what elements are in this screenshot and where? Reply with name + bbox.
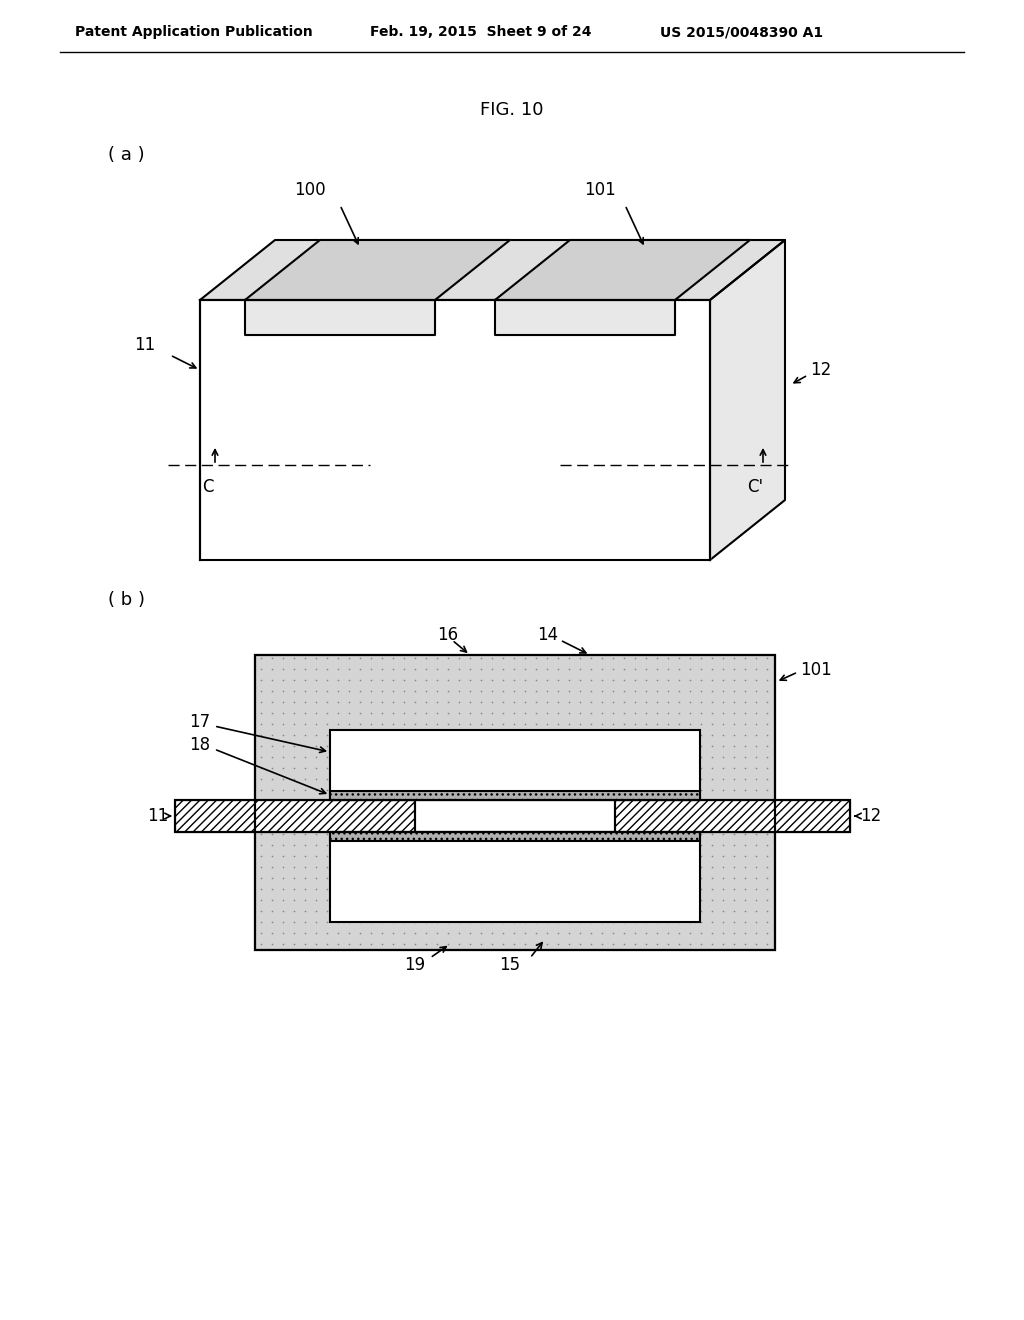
Text: 11: 11 — [146, 807, 168, 825]
Polygon shape — [245, 300, 435, 335]
Polygon shape — [200, 300, 710, 560]
Text: Patent Application Publication: Patent Application Publication — [75, 25, 312, 40]
Text: US 2015/0048390 A1: US 2015/0048390 A1 — [660, 25, 823, 40]
Bar — [330, 832, 700, 841]
Text: 12: 12 — [860, 807, 882, 825]
Text: 11: 11 — [134, 337, 155, 354]
Text: 17: 17 — [188, 713, 210, 731]
Text: C': C' — [746, 478, 763, 496]
Text: 16: 16 — [437, 626, 459, 644]
Text: 18: 18 — [188, 737, 210, 754]
Text: 101: 101 — [800, 661, 831, 678]
Text: 12: 12 — [810, 360, 831, 379]
Bar — [175, 800, 850, 832]
Bar — [255, 655, 775, 950]
Polygon shape — [495, 240, 750, 300]
Polygon shape — [495, 300, 675, 335]
Bar — [330, 791, 700, 800]
Text: 15: 15 — [500, 956, 520, 974]
Text: ( b ): ( b ) — [108, 591, 145, 609]
Bar — [330, 832, 700, 921]
Bar — [255, 655, 775, 950]
Polygon shape — [710, 240, 785, 560]
Text: C: C — [203, 478, 214, 496]
Bar — [175, 800, 850, 832]
Text: 14: 14 — [538, 626, 558, 644]
Text: FIG. 10: FIG. 10 — [480, 102, 544, 119]
Text: 19: 19 — [404, 956, 426, 974]
Bar — [330, 791, 700, 800]
Text: 100: 100 — [294, 181, 326, 199]
Bar — [330, 832, 700, 841]
Bar — [330, 730, 700, 800]
Bar — [175, 800, 850, 832]
Polygon shape — [245, 240, 510, 300]
Text: ( a ): ( a ) — [108, 147, 144, 164]
Bar — [255, 655, 775, 950]
Polygon shape — [200, 240, 785, 300]
Text: Feb. 19, 2015  Sheet 9 of 24: Feb. 19, 2015 Sheet 9 of 24 — [370, 25, 592, 40]
Bar — [415, 800, 615, 832]
Text: 101: 101 — [584, 181, 615, 199]
